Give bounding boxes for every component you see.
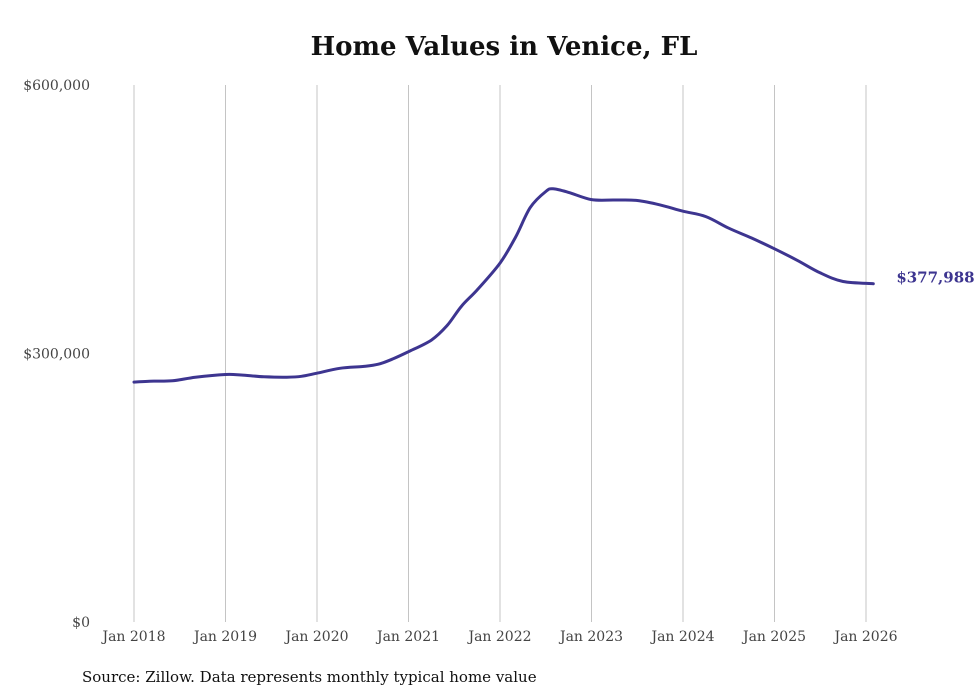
x-tick-label: Jan 2020: [283, 629, 348, 645]
y-tick-label: $0: [72, 615, 90, 631]
x-tick-label: Jan 2018: [100, 629, 165, 645]
x-tick-label: Jan 2019: [192, 629, 257, 645]
x-tick-label: Jan 2024: [649, 629, 714, 645]
end-value-label: $377,988: [896, 269, 974, 287]
x-axis-ticks: Jan 2018 Jan 2019 Jan 2020 Jan 2021 Jan 2022…: [100, 629, 897, 645]
source-note: Source: Zillow. Data represents monthly …: [82, 668, 537, 686]
x-tick-label: Jan 2026: [832, 629, 897, 645]
x-tick-label: Jan 2022: [466, 629, 531, 645]
gridlines: [133, 85, 867, 622]
y-axis-ticks: $0 $300,000 $600,000: [23, 78, 90, 631]
y-tick-label: $600,000: [23, 78, 90, 94]
annotations: $377,988: [896, 269, 974, 287]
x-tick-label: Jan 2021: [375, 629, 440, 645]
x-tick-label: Jan 2025: [741, 629, 806, 645]
series-layer: [132, 187, 875, 384]
series-line: [132, 187, 875, 384]
x-tick-label: Jan 2023: [558, 629, 623, 645]
y-tick-label: $300,000: [23, 347, 90, 363]
chart-title: Home Values in Venice, FL: [310, 32, 698, 62]
